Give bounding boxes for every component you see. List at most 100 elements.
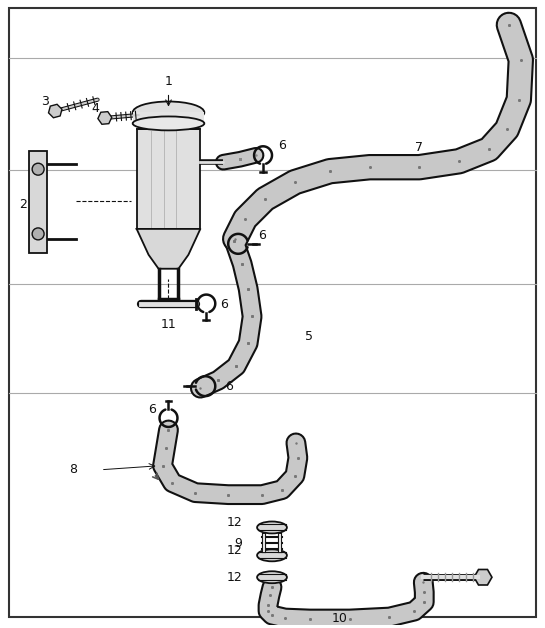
Point	[258, 490, 267, 500]
Point	[236, 154, 245, 165]
Text: 7: 7	[415, 141, 423, 154]
Point	[241, 214, 250, 224]
Point	[365, 162, 374, 172]
Point	[158, 461, 167, 471]
Point	[191, 487, 199, 497]
Point	[264, 606, 272, 616]
Point	[514, 94, 523, 104]
Point	[420, 587, 428, 597]
Point	[219, 157, 228, 167]
Point	[252, 150, 261, 160]
Point	[236, 154, 245, 165]
Point	[219, 157, 228, 167]
Point	[219, 157, 228, 167]
Point	[230, 236, 239, 246]
Point	[502, 124, 511, 134]
Point	[277, 485, 286, 495]
Point	[168, 478, 177, 488]
Text: 10: 10	[332, 612, 348, 625]
Point	[415, 162, 423, 172]
Point	[248, 311, 257, 322]
Point	[241, 214, 250, 224]
Point	[294, 453, 302, 463]
Point	[305, 614, 314, 624]
Point	[385, 612, 394, 622]
Point	[244, 284, 252, 294]
Point	[236, 154, 245, 165]
Point	[158, 461, 167, 471]
Point	[277, 485, 286, 495]
Point	[385, 612, 394, 622]
Point	[277, 485, 286, 495]
Point	[455, 156, 463, 166]
Point	[219, 157, 228, 167]
Point	[219, 157, 228, 167]
Point	[261, 194, 269, 204]
Point	[385, 612, 394, 622]
Text: 6: 6	[149, 403, 156, 416]
Point	[236, 154, 245, 165]
Point	[455, 156, 463, 166]
Point	[219, 157, 228, 167]
Point	[231, 234, 240, 244]
Point	[268, 610, 276, 620]
Point	[502, 124, 511, 134]
Point	[346, 614, 354, 624]
Point	[230, 236, 239, 246]
Text: 4: 4	[91, 102, 99, 116]
Point	[244, 284, 252, 294]
Circle shape	[32, 228, 44, 240]
Point	[214, 375, 222, 385]
Text: 6: 6	[278, 139, 286, 152]
Point	[238, 259, 246, 269]
Point	[230, 236, 239, 246]
Point	[230, 236, 239, 246]
Point	[517, 55, 525, 65]
Point	[236, 154, 245, 165]
Point	[236, 154, 245, 165]
Point	[236, 154, 245, 165]
Point	[191, 487, 199, 497]
Circle shape	[32, 163, 44, 175]
Point	[224, 490, 233, 500]
Text: 8: 8	[69, 463, 77, 476]
Point	[232, 361, 240, 371]
Point	[219, 157, 228, 167]
Ellipse shape	[257, 521, 287, 533]
Text: 12: 12	[226, 516, 242, 529]
Point	[265, 590, 274, 600]
Point	[238, 259, 246, 269]
Point	[305, 614, 314, 624]
Text: 5: 5	[305, 330, 313, 343]
Point	[238, 259, 246, 269]
Point	[158, 461, 167, 471]
Bar	[132, 112, 204, 124]
Text: 6: 6	[220, 298, 228, 310]
Text: 3: 3	[41, 94, 49, 107]
Point	[385, 612, 394, 622]
Point	[268, 582, 276, 592]
Point	[365, 162, 374, 172]
Point	[232, 361, 240, 371]
Point	[244, 338, 252, 349]
Point	[248, 311, 257, 322]
Text: 6: 6	[258, 229, 266, 242]
Point	[410, 606, 419, 616]
Point	[236, 154, 245, 165]
Point	[420, 597, 428, 607]
Point	[232, 361, 240, 371]
Point	[219, 157, 228, 167]
Point	[281, 613, 289, 623]
Point	[236, 154, 245, 165]
Point	[158, 461, 167, 471]
Point	[294, 453, 302, 463]
Point	[244, 338, 252, 349]
Point	[168, 478, 177, 488]
Ellipse shape	[132, 102, 204, 124]
Point	[258, 490, 267, 500]
Point	[238, 259, 246, 269]
Point	[238, 259, 246, 269]
Point	[261, 194, 269, 204]
Point	[455, 156, 463, 166]
Point	[365, 162, 374, 172]
